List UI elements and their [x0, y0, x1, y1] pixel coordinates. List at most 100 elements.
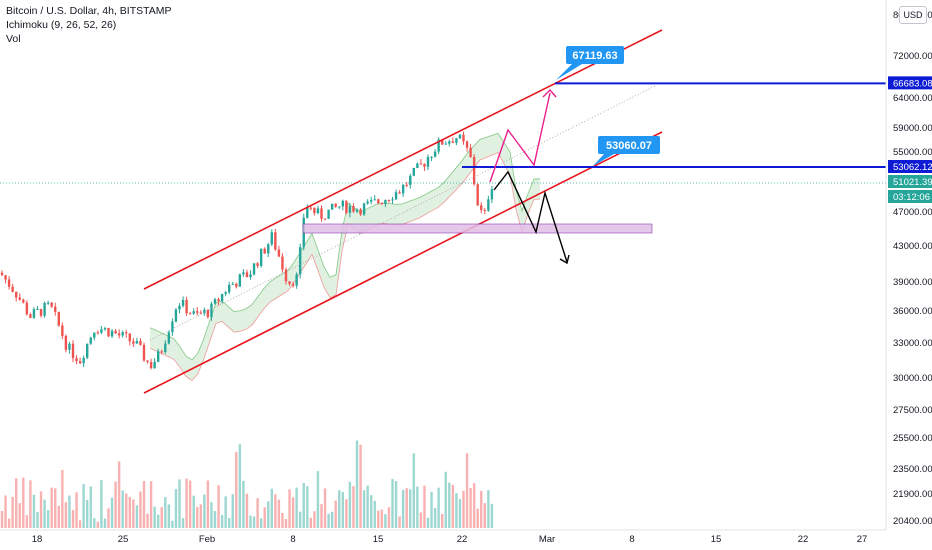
candle-body	[43, 302, 46, 316]
candle-body	[295, 274, 298, 286]
volume-bar	[4, 495, 7, 528]
volume-bar	[330, 511, 334, 528]
volume-bar	[235, 451, 238, 528]
volume-bar	[192, 495, 195, 528]
volume-bar	[299, 511, 302, 528]
volume-bar	[480, 490, 483, 528]
candle-body	[103, 327, 107, 330]
volume-bar	[18, 503, 21, 528]
candlesticks	[0, 131, 494, 370]
volume-bar	[444, 471, 447, 528]
candle-body	[181, 299, 185, 306]
volume-bar	[199, 504, 202, 528]
candle-body	[128, 333, 131, 342]
candle-body	[238, 274, 242, 287]
volume-bar	[64, 502, 68, 528]
candle-body	[228, 284, 231, 293]
candle-body	[100, 329, 103, 333]
volume-bar	[313, 511, 316, 528]
candle-body	[405, 184, 408, 186]
volume-bar	[128, 497, 131, 528]
candle-body	[160, 351, 163, 353]
volume-bar	[455, 493, 458, 528]
price-label-tag	[888, 159, 932, 173]
candle-body	[398, 192, 401, 194]
candle-body	[196, 311, 199, 313]
candle-body	[409, 175, 412, 185]
volume-bar	[11, 496, 14, 528]
callout-label: 53060.07	[606, 140, 652, 152]
volume-bar	[100, 480, 103, 528]
volume-bar	[380, 509, 384, 528]
volume-bar	[164, 497, 167, 528]
candle-body	[142, 344, 146, 361]
volume-bar	[135, 505, 139, 528]
candle-body	[462, 134, 465, 142]
candle-body	[57, 311, 60, 326]
callout-label: 67119.63	[572, 50, 617, 62]
candle-body	[117, 333, 121, 336]
y-tick-label: 59000.00	[893, 123, 932, 134]
volume-bar	[263, 507, 266, 528]
volume-bar	[437, 487, 440, 528]
candle-body	[377, 199, 380, 204]
bullish-arrowhead	[542, 88, 557, 98]
volume-bar	[139, 491, 142, 528]
candle-body	[441, 139, 444, 145]
candle-body	[437, 139, 440, 152]
volume-bar	[334, 500, 337, 528]
volume-bar	[252, 516, 256, 528]
candle-body	[217, 299, 220, 302]
y-tick-label: 47000.00	[893, 207, 932, 218]
volume-bar	[46, 510, 50, 528]
candle-body	[352, 206, 355, 212]
candle-body	[15, 291, 18, 298]
volume-bar	[149, 481, 153, 528]
currency-badge[interactable]: USD	[899, 6, 927, 24]
volume-bar	[178, 479, 181, 528]
x-tick-label: 25	[118, 534, 129, 545]
volume-bar	[387, 507, 391, 528]
price-label-tag	[888, 189, 932, 203]
candle-body	[366, 201, 369, 204]
volume-bar	[384, 514, 387, 528]
candle-body	[46, 302, 50, 304]
volume-bar	[210, 502, 213, 528]
x-tick-label: 15	[373, 534, 384, 545]
volume-bar	[309, 517, 313, 528]
candle-body	[245, 272, 249, 278]
candle-body	[224, 292, 227, 294]
volume-bar	[7, 518, 11, 528]
candle-body	[121, 332, 124, 336]
candle-body	[93, 332, 96, 338]
candle-body	[213, 299, 217, 304]
candle-body	[107, 327, 110, 337]
candle-body	[391, 199, 394, 201]
volume-bar	[274, 494, 277, 528]
candle-body	[384, 199, 387, 205]
volume-bar	[43, 499, 46, 528]
candle-body	[362, 203, 366, 215]
bearish-path	[493, 170, 568, 263]
price-label-text: 03:12:06	[893, 192, 930, 203]
candle-body	[373, 199, 376, 201]
volume-bar	[288, 489, 291, 528]
candle-body	[171, 321, 174, 333]
candle-body	[451, 141, 455, 143]
volume-bar	[426, 517, 430, 528]
candle-body	[29, 314, 32, 318]
candle-body	[139, 340, 142, 345]
channel-lower-line	[143, 131, 663, 394]
volume-bar	[50, 487, 53, 528]
candle-body	[4, 275, 7, 280]
x-tick-label: 22	[457, 534, 468, 545]
candle-body	[277, 249, 281, 257]
channel-mid-line	[149, 85, 656, 341]
channel-upper-line	[143, 29, 663, 290]
price-label-text: 66683.08	[893, 78, 932, 89]
volume-bar	[0, 511, 4, 528]
volume-bar	[302, 482, 305, 528]
volume-bar	[25, 515, 29, 528]
candle-body	[61, 325, 64, 337]
